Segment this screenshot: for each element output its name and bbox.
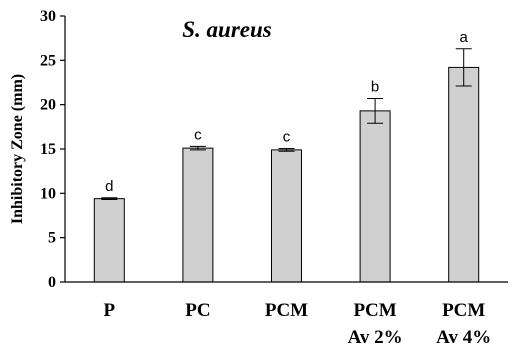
bar <box>448 66 480 283</box>
category-label: PCM <box>442 300 485 321</box>
significance-label: c <box>283 129 291 146</box>
bar <box>93 198 125 283</box>
bar <box>359 110 391 283</box>
error-bar <box>367 97 384 124</box>
error-bars <box>101 48 472 201</box>
significance-label: d <box>105 178 113 195</box>
y-axis-ticks: 0 5 10 15 20 25 30 <box>40 8 65 291</box>
category-label: Av 4% <box>436 327 491 348</box>
category-label: PCM <box>265 300 308 321</box>
y-tick-label: 20 <box>40 97 56 114</box>
bar <box>271 149 302 283</box>
error-bar <box>189 145 206 151</box>
error-bar <box>455 48 472 87</box>
y-tick-label: 0 <box>48 274 56 291</box>
y-tick-label: 15 <box>40 141 56 158</box>
category-labels: P PC PCM PCM Av 2% PCM Av 4% <box>103 300 491 348</box>
error-bar <box>278 148 295 152</box>
y-tick-label: 25 <box>40 52 56 69</box>
y-tick-label: 5 <box>48 230 56 247</box>
y-tick-label: 30 <box>40 8 56 25</box>
bars <box>93 66 480 283</box>
category-label: Av 2% <box>348 327 403 348</box>
category-label: PC <box>185 300 210 321</box>
y-tick-label: 10 <box>40 185 56 202</box>
significance-label: b <box>371 78 379 95</box>
chart-title: S. aureus <box>182 17 272 42</box>
significance-label: a <box>460 29 469 46</box>
significance-label: c <box>194 126 202 143</box>
bar <box>182 147 214 283</box>
y-axis-title: Inhibitory Zone (mm) <box>9 74 26 224</box>
category-label: P <box>103 300 115 321</box>
significance-labels: d c c b a <box>105 29 468 195</box>
error-bar <box>101 197 118 201</box>
category-label: PCM <box>353 300 396 321</box>
